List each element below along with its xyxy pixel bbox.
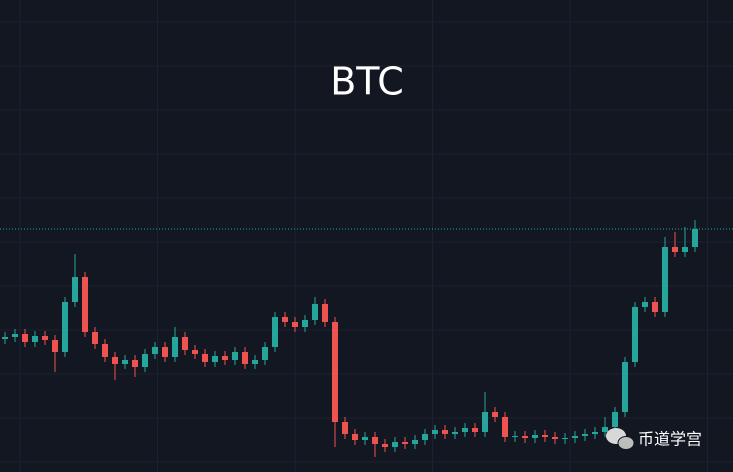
candle-body — [502, 417, 508, 437]
candle-body — [692, 229, 698, 247]
candle-body — [202, 354, 208, 362]
candle-body — [302, 320, 308, 327]
candle-body — [272, 317, 278, 347]
candle-body — [512, 436, 518, 437]
candle-body — [592, 432, 598, 434]
candle-body — [672, 247, 678, 252]
candle-body — [382, 444, 388, 447]
candle-body — [312, 304, 318, 320]
candle-body — [642, 302, 648, 307]
candle-body — [562, 438, 568, 439]
candle-body — [282, 317, 288, 322]
candle-body — [392, 442, 398, 447]
candle-body — [612, 412, 618, 427]
candle-body — [462, 428, 468, 432]
candle-body — [292, 322, 298, 327]
candle-body — [372, 437, 378, 444]
candle-body — [572, 436, 578, 438]
candle-body — [582, 434, 588, 436]
candle-body — [212, 356, 218, 362]
candle-body — [602, 427, 608, 432]
candle-body — [682, 247, 688, 252]
candle-body — [52, 340, 58, 352]
candle-body — [122, 360, 128, 364]
candle-body — [532, 435, 538, 438]
candle-body — [322, 304, 328, 322]
candle-body — [112, 357, 118, 364]
candle-body — [62, 302, 68, 352]
candle-body — [362, 437, 368, 440]
candle-body — [402, 442, 408, 444]
candle-body — [72, 277, 78, 302]
candle-body — [82, 277, 88, 332]
candle-body — [162, 347, 168, 357]
candle-body — [342, 422, 348, 434]
candle-body — [132, 360, 138, 367]
candle-body — [92, 332, 98, 344]
chart-title: BTC — [330, 60, 404, 104]
candle-body — [542, 435, 548, 437]
candle-body — [432, 430, 438, 434]
candle-body — [142, 354, 148, 367]
watermark: 币道学宫 — [606, 428, 702, 450]
candle-body — [182, 337, 188, 350]
candle-body — [12, 334, 18, 337]
candle-body — [482, 412, 488, 432]
candle-body — [222, 356, 228, 360]
candle-body — [262, 347, 268, 360]
candle-body — [352, 434, 358, 440]
candle-body — [492, 412, 498, 417]
candle-body — [102, 344, 108, 357]
candle-body — [192, 350, 198, 354]
candles — [2, 220, 698, 457]
candle-body — [662, 247, 668, 312]
candle-body — [622, 362, 628, 412]
candle-body — [232, 352, 238, 360]
candle-body — [22, 334, 28, 342]
candle-body — [522, 436, 528, 438]
candle-body — [472, 428, 478, 432]
candle-body — [32, 336, 38, 342]
candle-body — [452, 432, 458, 434]
candle-body — [632, 307, 638, 362]
candle-body — [42, 336, 48, 340]
candle-body — [242, 352, 248, 364]
candle-body — [252, 360, 258, 364]
candle-body — [422, 434, 428, 440]
candle-body — [552, 437, 558, 439]
candle-body — [412, 440, 418, 444]
watermark-text: 币道学宫 — [638, 430, 702, 449]
candle-body — [442, 430, 448, 434]
watermark-icon — [617, 436, 635, 450]
candle-body — [652, 302, 658, 312]
candle-body — [152, 347, 158, 354]
candle-body — [2, 337, 8, 339]
candle-body — [332, 322, 338, 422]
candle-body — [172, 337, 178, 357]
